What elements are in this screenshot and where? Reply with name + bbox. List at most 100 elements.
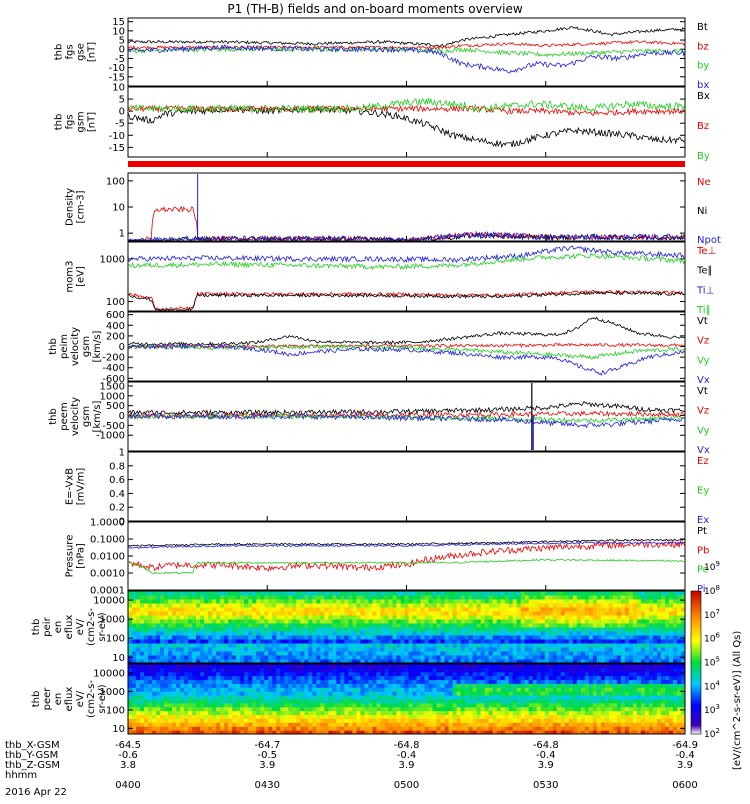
spec-cell [497, 695, 502, 699]
spec-cell [272, 603, 277, 608]
spec-cell [308, 726, 313, 730]
spec-cell [445, 595, 450, 600]
spec-cell [565, 668, 570, 672]
spec-cell [276, 639, 281, 644]
spec-cell [300, 603, 305, 608]
spec-cell [156, 651, 161, 656]
spec-cell [417, 655, 422, 660]
spec-cell [409, 647, 414, 652]
spec-cell [140, 603, 145, 608]
spec-cell [144, 591, 149, 596]
spec-cell [236, 611, 241, 616]
legend-Vy: Vy [697, 355, 710, 366]
spec-cell [665, 611, 670, 616]
spec-cell [449, 643, 454, 648]
spec-cell [196, 627, 201, 632]
spec-cell [200, 643, 205, 648]
spec-cell [617, 631, 622, 636]
spec-cell [296, 655, 301, 660]
spec-cell [429, 722, 434, 726]
spec-cell [268, 703, 273, 707]
spec-cell [276, 680, 281, 684]
spec-cell [288, 647, 293, 652]
spec-cell [400, 651, 405, 656]
spec-cell [332, 715, 337, 719]
spec-cell [144, 631, 149, 636]
spec-cell [621, 631, 626, 636]
spec-cell [477, 655, 482, 660]
spec-cell [148, 651, 153, 656]
spec-cell [212, 627, 217, 632]
y-axis-label: thbpeimvelocitygsm[km/s] [48, 327, 103, 366]
spec-cell [144, 607, 149, 612]
spec-cell [244, 615, 249, 620]
spec-cell [340, 651, 345, 656]
spec-cell [220, 595, 225, 600]
spec-cell [565, 722, 570, 726]
spec-cell [585, 691, 590, 695]
spec-cell [236, 643, 241, 648]
spec-cell [136, 603, 141, 608]
spec-cell [400, 647, 405, 652]
spec-cell [441, 635, 446, 640]
spec-cell [156, 603, 161, 608]
spec-cell [457, 695, 462, 699]
spec-cell [400, 680, 405, 684]
spec-cell [316, 643, 321, 648]
spec-cell [433, 655, 438, 660]
spec-cell [200, 726, 205, 730]
spec-cell [384, 647, 389, 652]
spec-cell [501, 647, 506, 652]
spec-cell [400, 599, 405, 604]
spec-cell [296, 651, 301, 656]
spec-cell [537, 726, 542, 730]
spec-cell [417, 668, 422, 672]
spec-cell [585, 707, 590, 711]
spec-cell [565, 718, 570, 722]
spec-cell [553, 615, 558, 620]
spec-cell [461, 655, 466, 660]
spec-cell [360, 711, 365, 715]
spec-cell [537, 647, 542, 652]
spec-cell [601, 680, 606, 684]
spec-cell [396, 726, 401, 730]
spec-cell [252, 639, 257, 644]
spec-cell [433, 635, 438, 640]
spec-cell [529, 631, 534, 636]
spec-cell [268, 722, 273, 726]
spec-cell [425, 715, 430, 719]
spec-cell [252, 711, 257, 715]
spec-cell [665, 631, 670, 636]
spec-cell [625, 655, 630, 660]
spec-cell [232, 603, 237, 608]
spec-cell [549, 722, 554, 726]
spec-cell [252, 668, 257, 672]
spec-cell [144, 623, 149, 628]
spec-cell [477, 711, 482, 715]
spec-cell [228, 718, 233, 722]
spec-cell [260, 668, 265, 672]
spec-cell [457, 643, 462, 648]
spec-cell [248, 611, 253, 616]
spec-cell [673, 611, 678, 616]
spec-cell [232, 687, 237, 691]
spec-cell [376, 680, 381, 684]
spec-cell [505, 683, 510, 687]
spec-cell [553, 599, 558, 604]
spec-cell [316, 607, 321, 612]
spec-cell [332, 619, 337, 624]
spec-cell [140, 703, 145, 707]
legend-Te⊥: Te⊥ [696, 246, 716, 257]
spec-cell [525, 718, 530, 722]
spec-cell [136, 619, 141, 624]
spec-cell [232, 615, 237, 620]
spec-cell [617, 595, 622, 600]
spec-cell [220, 643, 225, 648]
spec-cell [553, 664, 558, 668]
spec-cell [477, 631, 482, 636]
spec-cell [276, 655, 281, 660]
spec-cell [380, 726, 385, 730]
spec-cell [348, 591, 353, 596]
spec-cell [601, 672, 606, 676]
spec-cell [208, 623, 213, 628]
